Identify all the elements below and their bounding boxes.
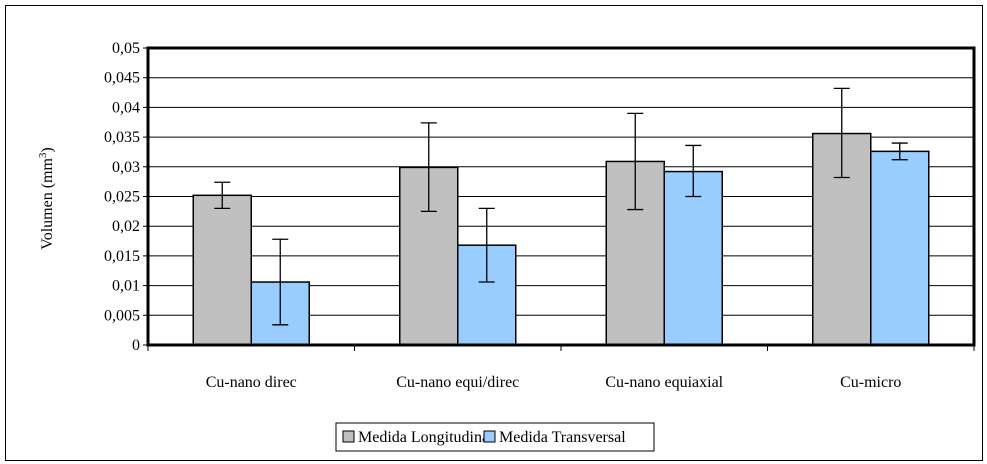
x-axis-ticks: Cu-nano direc Cu-nano equi/direc Cu-nano e…: [147, 345, 975, 391]
y-tick-label: 0,02: [112, 218, 140, 235]
y-tick-label: 0: [132, 337, 140, 354]
x-tick-label: Cu-micro: [840, 374, 901, 391]
y-axis-label: Volumen (mm3): [37, 147, 56, 250]
legend: Medida Longitudinal Medida Transversal: [335, 422, 655, 452]
y-axis-ticks: 0 0,005 0,01 0,015 0,02 0,025 0,03 0,035 0,04 0,0…: [104, 40, 148, 354]
error-bars: [214, 87, 908, 326]
y-tick-label: 0,03: [112, 159, 140, 176]
y-tick-label: 0,05: [112, 40, 140, 57]
y-tick-label: 0,015: [104, 248, 140, 265]
bar-transversal: [870, 150, 930, 346]
legend-label: Medida Longitudinal: [358, 429, 494, 446]
x-tick-label: Cu-nano equi/direc: [396, 374, 519, 391]
x-tick-label: Cu-nano equiaxial: [605, 374, 723, 391]
y-tick-label: 0,01: [112, 278, 140, 295]
legend-swatch: [342, 430, 355, 443]
legend-label: Medida Transversal: [499, 429, 626, 446]
y-tick-label: 0,025: [104, 189, 140, 206]
bars: [192, 132, 930, 346]
bar-longitudinal: [192, 194, 252, 346]
y-tick-label: 0,045: [104, 70, 140, 87]
legend-swatch: [483, 430, 496, 443]
y-tick-label: 0,035: [104, 129, 140, 146]
y-tick-label: 0,005: [104, 307, 140, 324]
x-tick-label: Cu-nano direc: [206, 374, 297, 391]
y-tick-label: 0,04: [112, 99, 140, 116]
bar-transversal: [663, 170, 723, 346]
